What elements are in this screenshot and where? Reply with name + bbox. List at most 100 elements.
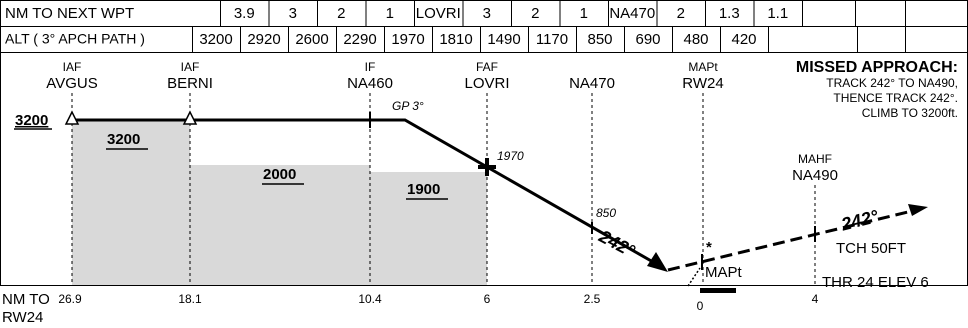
- table-value: 1.3: [719, 5, 740, 22]
- distance-value: 18.1: [178, 292, 202, 306]
- table-cell: [857, 26, 906, 53]
- fix-name: NA460: [347, 75, 393, 92]
- iaf-marker: [182, 110, 198, 125]
- distance-value: 2.5: [584, 292, 601, 306]
- table-value: 2: [531, 5, 539, 22]
- table-value: 1970: [391, 31, 424, 48]
- table-cell: [608, 0, 658, 27]
- table-cell: [192, 26, 241, 53]
- table-cell: [268, 0, 318, 27]
- table-value: NA470: [609, 5, 655, 22]
- fix-role: IAF: [63, 60, 82, 74]
- iaf-marker: [64, 110, 80, 125]
- table-cell: [705, 0, 755, 27]
- table-value: LOVRI: [416, 5, 461, 22]
- distance-value: 10.4: [358, 292, 382, 306]
- table-cell: [528, 26, 577, 53]
- fix-role: MAPt: [688, 60, 718, 74]
- tch: TCH 50FT: [836, 240, 906, 257]
- table-value: 3: [289, 5, 297, 22]
- distance-value: 6: [484, 292, 491, 306]
- min-altitude: 2000: [263, 166, 296, 183]
- glidepath: GP 3°: [392, 99, 424, 113]
- table-value: 1.1: [767, 5, 788, 22]
- missed-arrow: [908, 204, 928, 216]
- runway: [700, 288, 736, 293]
- fix-name: RW24: [682, 75, 723, 92]
- axis-label: RW24: [2, 309, 43, 326]
- table-value: 1810: [439, 31, 472, 48]
- table-cell: [624, 26, 673, 53]
- table-value: 1: [580, 5, 588, 22]
- table-cell: [480, 26, 529, 53]
- table-value: 3200: [199, 31, 232, 48]
- start-altitude: 3200: [15, 112, 48, 129]
- table-cell: [656, 0, 706, 27]
- fix-role: MAHF: [798, 152, 832, 166]
- table-cell: [753, 0, 803, 27]
- table-value: 1: [386, 5, 394, 22]
- min-alt-area: [370, 172, 487, 285]
- table-value: 3.9: [234, 5, 255, 22]
- table-cell: [336, 26, 385, 53]
- table-cell: [240, 26, 289, 53]
- table-value: 2: [677, 5, 685, 22]
- table-value: 420: [731, 31, 756, 48]
- table-value: 1170: [536, 31, 568, 48]
- table-value: 1490: [487, 31, 520, 48]
- table-cell: [905, 26, 968, 53]
- missed-path: [667, 209, 913, 272]
- fix-role: IF: [365, 60, 376, 74]
- path-arrow: [647, 252, 668, 272]
- table-cell: [365, 0, 415, 27]
- missed-title: MISSED APPROACH:: [796, 59, 958, 76]
- fix-altitude: 850: [596, 206, 616, 220]
- fix-name: LOVRI: [464, 75, 509, 92]
- min-altitude: 1900: [407, 181, 440, 198]
- min-alt-area: [190, 165, 370, 285]
- fix-role: FAF: [476, 60, 498, 74]
- table-cell: [432, 26, 481, 53]
- distance-value: 26.9: [58, 292, 82, 306]
- table-value: 690: [635, 31, 660, 48]
- table-cell: [802, 0, 856, 27]
- table-cell: [768, 26, 858, 53]
- descent-path: [72, 118, 661, 268]
- table-cell: [905, 0, 968, 27]
- table-cell: [720, 26, 769, 53]
- distance-value: 0: [697, 299, 704, 313]
- marker: *: [706, 239, 712, 256]
- missed-line: CLIMB TO 3200ft.: [862, 106, 958, 120]
- min-alt-area: [72, 120, 190, 285]
- row-header: ALT ( 3° APCH PATH ): [5, 31, 145, 47]
- table-value: 850: [587, 31, 612, 48]
- min-altitude: 3200: [107, 131, 140, 148]
- table-value: 2600: [295, 31, 328, 48]
- mapt-label: MAPt: [705, 264, 743, 281]
- fix-name: BERNI: [167, 75, 213, 92]
- fix-name: AVGUS: [46, 75, 97, 92]
- table-cell: [462, 0, 512, 27]
- fix-role: IAF: [181, 60, 200, 74]
- table-value: 2290: [343, 31, 376, 48]
- table-value: 2920: [247, 31, 280, 48]
- distance-value: 4: [812, 292, 819, 306]
- fix-name: NA470: [569, 75, 615, 92]
- row-header: NM TO NEXT WPT: [5, 5, 134, 22]
- table-cell: [855, 0, 906, 27]
- faf-cross: [478, 158, 496, 176]
- table-value: 2: [337, 5, 345, 22]
- table-value: 3: [483, 5, 491, 22]
- table-cell: [0, 26, 193, 53]
- faf-altitude: 1970: [497, 149, 524, 163]
- table-cell: [0, 0, 221, 27]
- table-value: 480: [683, 31, 708, 48]
- missed-line: THENCE TRACK 242°.: [833, 91, 958, 105]
- fix-name: NA490: [792, 167, 838, 184]
- threshold: THR 24 ELEV 6: [822, 274, 929, 291]
- table-cell: [511, 0, 561, 27]
- missed-line: TRACK 242° TO NA490,: [826, 76, 958, 90]
- table-cell: [288, 26, 337, 53]
- axis-label: NM TO: [2, 291, 50, 308]
